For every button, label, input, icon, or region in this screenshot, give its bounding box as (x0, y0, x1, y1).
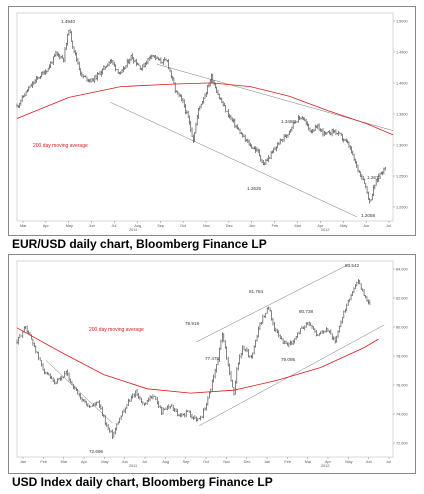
x-year-label: 2012 (321, 228, 329, 232)
moving-average-label: 200 day moving average (89, 327, 144, 333)
y-tick-label: 82.000 (396, 296, 408, 300)
y-tick-label: 72.000 (396, 441, 408, 445)
x-tick-label: Jul (142, 460, 147, 464)
price-annotation: 1.2058 (361, 213, 375, 218)
x-tick-label: Feb (284, 460, 291, 464)
x-tick-label: Mar (20, 224, 27, 228)
x-tick-label: Mar (61, 460, 68, 464)
price-annotation: 72.696 (89, 449, 103, 454)
y-tick-label: 1.3000 (396, 143, 408, 147)
x-tick-label: May (101, 460, 108, 464)
price-annotation: 83.542 (345, 263, 359, 268)
x-tick-label: Aug (162, 460, 169, 464)
y-tick-label: 74.000 (396, 412, 408, 416)
x-year-label: 2011 (129, 228, 137, 232)
x-tick-label: Apr (325, 460, 332, 464)
x-year-label: 2011 (129, 464, 137, 468)
usd-index-chart: 84.000 82.000 80.000 78.000 76.000 74.000 72.0… (16, 260, 408, 468)
moving-average-line (16, 327, 379, 394)
x-tick-label: Jun (89, 224, 95, 228)
price-annotation: 80.738 (299, 309, 313, 314)
y-tick-label: 1.4000 (396, 81, 408, 85)
trend-line (110, 102, 357, 218)
eurusd-chart: 1.5000 1.4500 1.4000 1.3500 1.3000 1.2500 1.20… (16, 12, 408, 232)
x-tick-label: Jan (264, 460, 270, 464)
trend-line (45, 360, 113, 424)
trend-line (196, 263, 350, 343)
usd-index-chart-panel: 84.000 82.000 80.000 78.000 76.000 74.000 72.0… (8, 254, 416, 474)
price-annotation: 79.095 (281, 357, 295, 362)
x-tick-label: Nov (223, 460, 230, 464)
y-tick-label: 78.000 (396, 354, 408, 358)
x-tick-label: Nov (203, 224, 210, 228)
price-annotation: 1.2670 (367, 175, 381, 180)
x-tick-label: Dec (226, 224, 233, 228)
x-tick-label: Apr (43, 224, 50, 228)
x-tick-label: May (66, 224, 73, 228)
x-tick-label: Sep (183, 460, 190, 464)
eurusd-chart-caption: EUR/USD daily chart, Bloomberg Finance L… (12, 237, 267, 251)
x-tick-label: May (345, 460, 352, 464)
x-tick-label: Jul (386, 460, 391, 464)
x-tick-label: Oct (180, 224, 187, 228)
plot-area-frame (16, 12, 394, 222)
x-tick-label: Mar (305, 460, 312, 464)
usd-index-chart-caption: USD Index daily chart, Bloomberg Finance… (12, 475, 273, 489)
plot-area-frame (16, 260, 394, 458)
y-tick-label: 1.2000 (396, 205, 408, 209)
x-tick-label: Jun (122, 460, 128, 464)
y-tick-label: 84.000 (396, 267, 408, 271)
price-annotation: 77.478 (205, 356, 219, 361)
price-annotation: 1.3486 (281, 119, 295, 124)
x-tick-label: Apr (317, 224, 324, 228)
x-tick-label: Dec (244, 460, 251, 464)
x-tick-label: Oct (203, 460, 210, 464)
x-tick-label: Jan (249, 224, 255, 228)
moving-average-line (16, 82, 394, 136)
price-annotation: 1.4940 (61, 19, 75, 24)
y-tick-label: 1.2500 (396, 174, 408, 178)
x-year-label: 2012 (321, 464, 329, 468)
price-annotation: 81.784 (249, 289, 263, 294)
eurusd-chart-panel: 1.5000 1.4500 1.4000 1.3500 1.3000 1.2500 1.20… (8, 6, 416, 236)
trend-line (199, 324, 385, 426)
x-tick-label: Feb (40, 460, 47, 464)
x-tick-label: Sep (157, 224, 164, 228)
x-tick-label: Apr (81, 460, 88, 464)
y-tick-label: 76.000 (396, 383, 408, 387)
x-tick-label: May (340, 224, 347, 228)
price-annotation: 79.919 (185, 321, 199, 326)
x-tick-label: Feb (272, 224, 279, 228)
price-annotation: 1.2625 (247, 186, 261, 191)
y-tick-label: 1.5000 (396, 19, 408, 23)
x-tick-label: Jul (112, 224, 117, 228)
x-tick-label: Jun (366, 460, 372, 464)
moving-average-label: 200 day moving average (33, 143, 88, 149)
x-tick-label: Mar (295, 224, 302, 228)
x-tick-label: Jun (363, 224, 369, 228)
x-tick-label: Jan (20, 460, 26, 464)
x-tick-label: Aug (134, 224, 141, 228)
x-tick-label: Jul (386, 224, 391, 228)
y-tick-label: 1.3500 (396, 112, 408, 116)
y-tick-label: 1.4500 (396, 50, 408, 54)
y-tick-label: 80.000 (396, 325, 408, 329)
